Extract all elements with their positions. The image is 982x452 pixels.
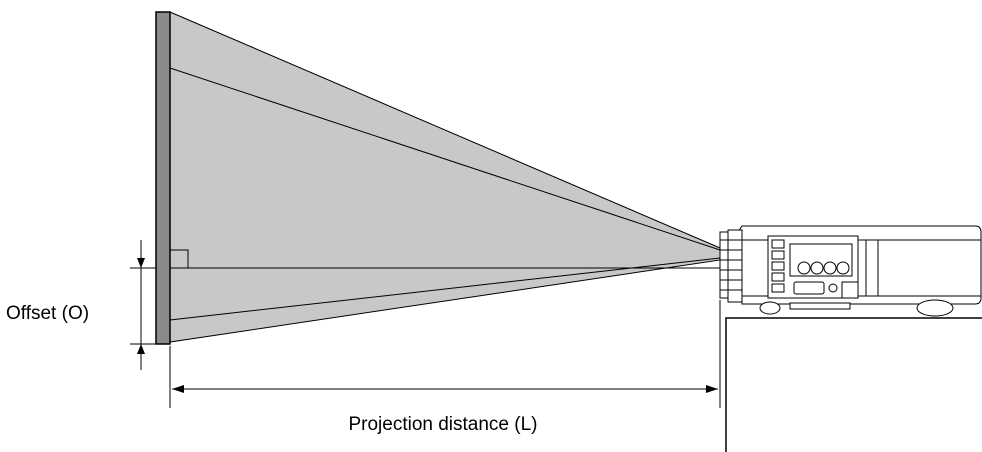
screen-icon xyxy=(155,11,171,345)
offset-dimension xyxy=(130,240,168,370)
projector-icon xyxy=(719,225,982,317)
distance-dimension xyxy=(169,300,721,408)
offset-label: Offset (O) xyxy=(6,303,89,324)
table-icon xyxy=(725,317,982,452)
beam-upper-edge xyxy=(169,67,721,251)
distance-label: Projection distance (L) xyxy=(348,414,537,435)
right-angle-mark xyxy=(170,249,189,268)
projection-beam xyxy=(169,11,721,343)
